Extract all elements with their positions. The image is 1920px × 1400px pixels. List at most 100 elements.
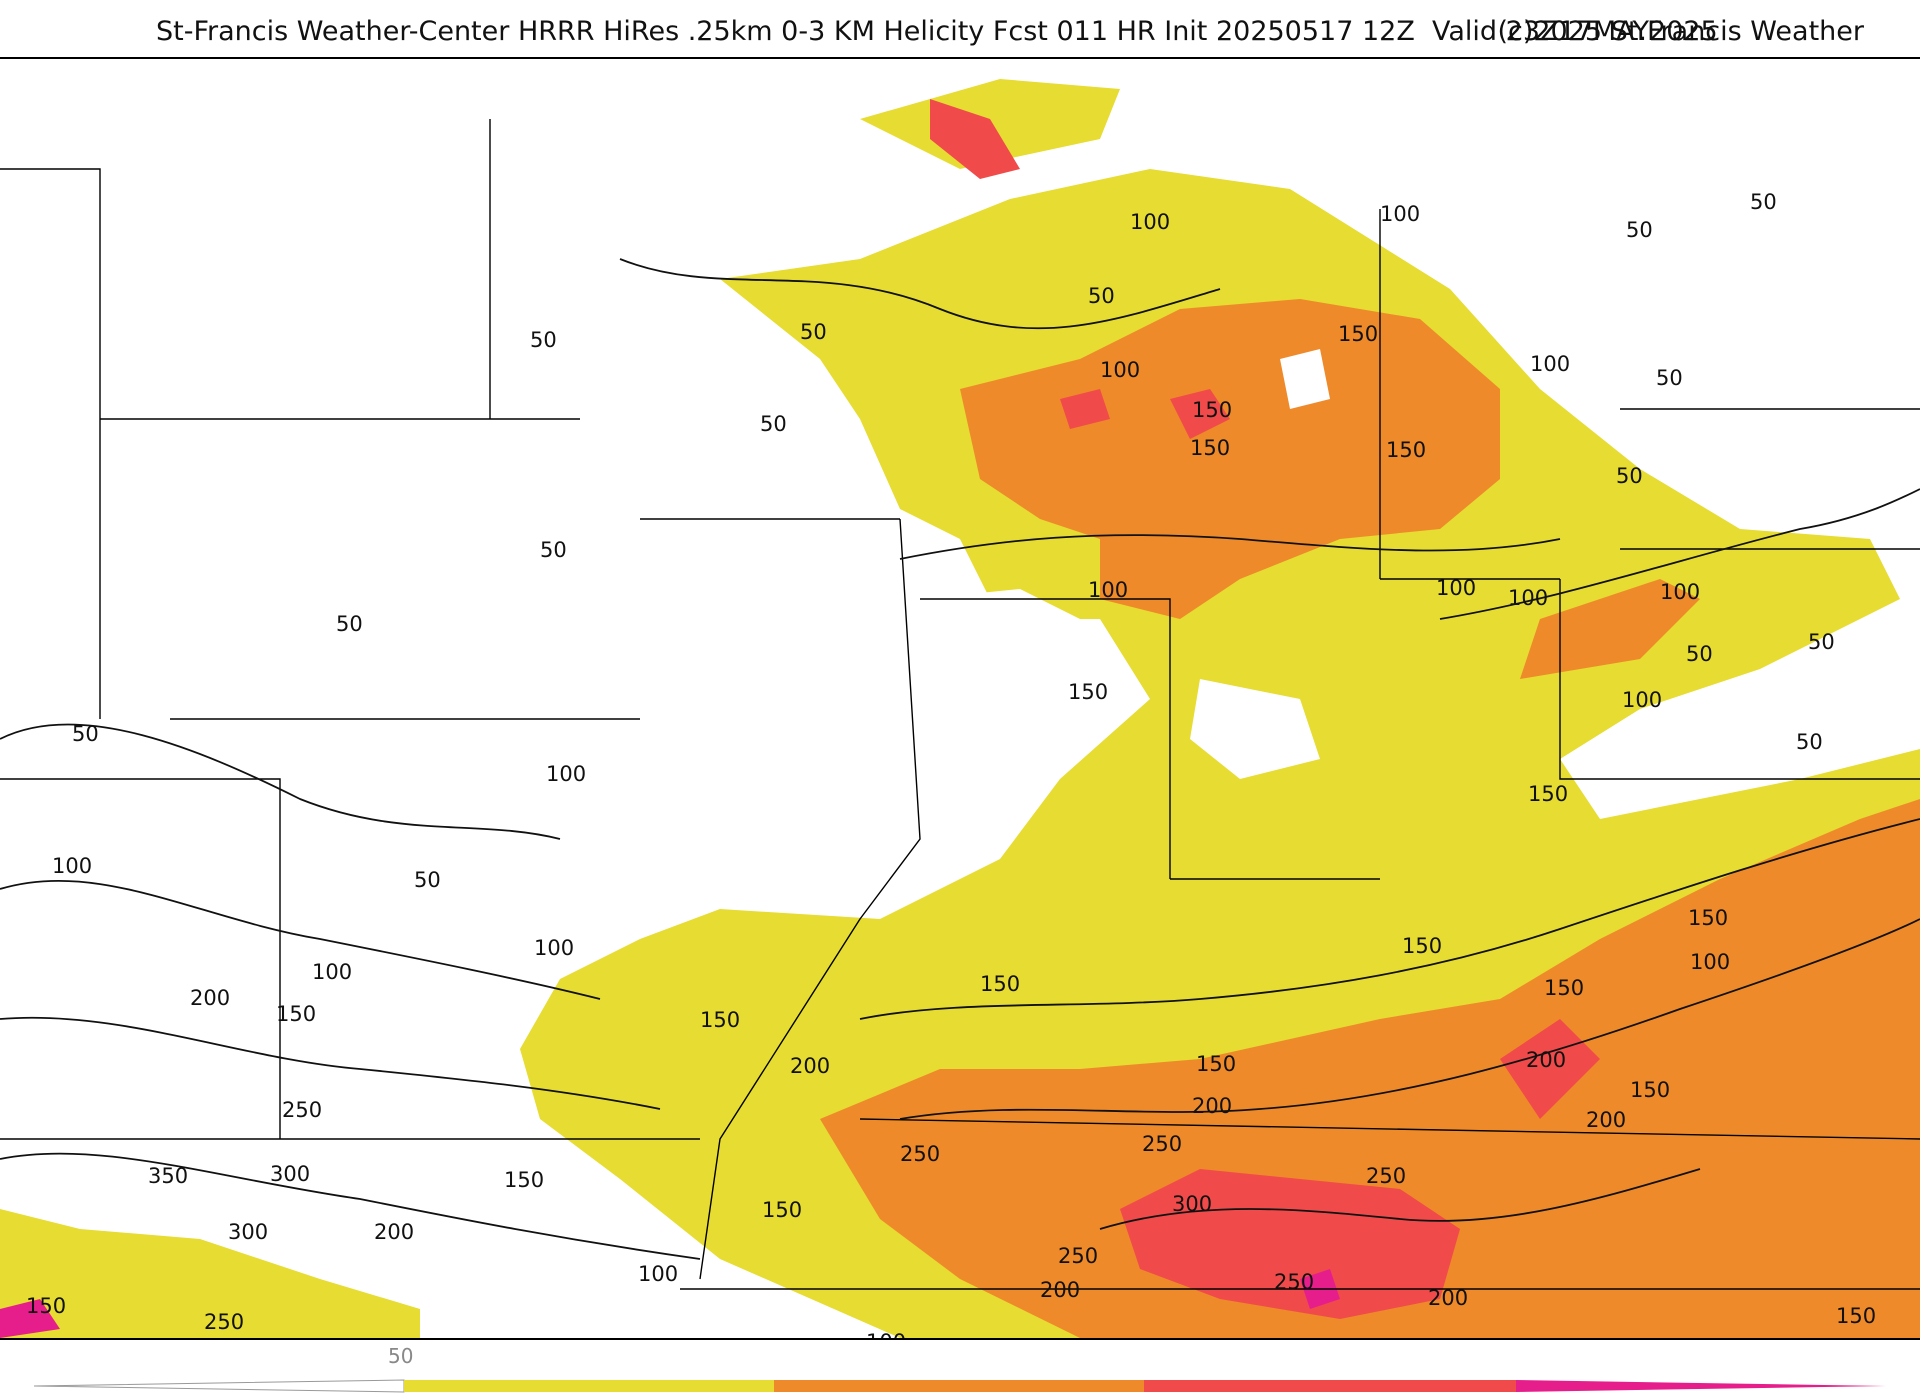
contour-label: 100 <box>1436 576 1476 600</box>
colorbar-over-triangle <box>1516 1380 1886 1392</box>
helicity-fill-100 <box>820 799 1920 1338</box>
contour-label: 150 <box>980 972 1020 996</box>
contour-line <box>1439 488 1920 620</box>
contour-label: 200 <box>190 986 230 1010</box>
helicity-contours <box>0 258 1920 1260</box>
state-border-line <box>920 598 1171 879</box>
contour-label: 50 <box>800 320 827 344</box>
contour-label: 150 <box>276 1002 316 1026</box>
contour-label: 100 <box>1508 586 1548 610</box>
colorbar-bin <box>404 1380 774 1392</box>
contour-label: 250 <box>900 1142 940 1166</box>
contour-label: 100 <box>1088 578 1128 602</box>
contour-label: 50 <box>72 722 99 746</box>
contour-label: 100 <box>1690 950 1730 974</box>
contour-label: 150 <box>504 1168 544 1192</box>
contour-label: 150 <box>1630 1078 1670 1102</box>
contour-line <box>1099 1168 1701 1230</box>
contour-label: 150 <box>1338 322 1378 346</box>
helicity-fill-50 <box>0 1209 420 1338</box>
contour-label: 100 <box>638 1262 678 1286</box>
contour-label: 150 <box>1192 398 1232 422</box>
contour-label: 50 <box>1626 218 1653 242</box>
state-border-line <box>699 518 921 1280</box>
contour-label: 150 <box>1402 934 1442 958</box>
colorbar-graphic <box>33 1379 1886 1393</box>
contour-label: 150 <box>762 1198 802 1222</box>
state-boundaries <box>0 119 1920 1290</box>
contour-label: 300 <box>270 1162 310 1186</box>
contour-label: 150 <box>1836 1304 1876 1328</box>
contour-label: 50 <box>540 538 567 562</box>
contour-label: 50 <box>1750 190 1777 214</box>
contour-label: 150 <box>26 1294 66 1318</box>
contour-line <box>899 534 1561 560</box>
contour-label: 100 <box>312 960 352 984</box>
map-title: St-Francis Weather-Center HRRR HiRes .25… <box>156 16 1718 47</box>
contour-label: 200 <box>790 1054 830 1078</box>
contour-label: 50 <box>530 328 557 352</box>
contour-label: 300 <box>1172 1192 1212 1216</box>
helicity-fill-150 <box>1170 389 1230 439</box>
contour-label: 300 <box>228 1220 268 1244</box>
contour-line <box>0 1016 661 1110</box>
helicity-fill-100 <box>1520 579 1700 679</box>
contour-label: 150 <box>1544 976 1584 1000</box>
helicity-fill-150 <box>930 99 1020 179</box>
contour-label: 100 <box>534 936 574 960</box>
contour-label: 150 <box>1190 436 1230 460</box>
map-panel: 50 50 50 50 50 50 50 50 50 50 50 50 50 5… <box>0 57 1920 1340</box>
title-bar: St-Francis Weather-Center HRRR HiRes .25… <box>0 0 1920 56</box>
contour-label: 350 <box>148 1164 188 1188</box>
contour-label: 150 <box>1386 438 1426 462</box>
contour-label: 250 <box>282 1098 322 1122</box>
contour-label: 250 <box>1366 1164 1406 1188</box>
contour-label: 100 <box>1130 210 1170 234</box>
helicity-fill-100 <box>960 299 1500 619</box>
state-border-line <box>0 778 281 1139</box>
contour-line <box>0 1152 701 1260</box>
state-border-line <box>1559 579 1920 780</box>
unshaded-gaps <box>920 349 1330 779</box>
contour-label: 200 <box>1040 1278 1080 1302</box>
contour-line <box>859 818 1920 1020</box>
contour-line <box>0 879 601 1000</box>
contour-label: 250 <box>204 1310 244 1334</box>
contour-label: 50 <box>336 612 363 636</box>
contour-label: 150 <box>1068 680 1108 704</box>
state-border-line <box>0 168 101 419</box>
contour-label: 200 <box>1192 1094 1232 1118</box>
colorbar-under-triangle <box>33 1379 405 1393</box>
contour-label: 100 <box>1380 202 1420 226</box>
contour-label: 100 <box>546 762 586 786</box>
contour-label: 50 <box>1088 284 1115 308</box>
contour-line <box>899 918 1920 1120</box>
contour-label: 200 <box>374 1220 414 1244</box>
contour-label: 100 <box>1660 580 1700 604</box>
contour-label: 50 <box>414 868 441 892</box>
colorbar-bin <box>774 1380 1144 1392</box>
contour-label: 250 <box>1058 1244 1098 1268</box>
contour-label: 50 <box>1808 630 1835 654</box>
helicity-fill-150 <box>1060 389 1110 429</box>
contour-label: 50 <box>1796 730 1823 754</box>
contour-line <box>0 723 561 840</box>
contour-label: 200 <box>1586 1108 1626 1132</box>
contour-label: 100 <box>52 854 92 878</box>
contour-label: 200 <box>1428 1286 1468 1310</box>
contour-label: 50 <box>1686 642 1713 666</box>
contour-label: 50 <box>1616 464 1643 488</box>
contour-line <box>619 258 1221 330</box>
copyright-notice: (c)2025 St.Francis Weather <box>1497 16 1864 47</box>
contour-label-layer: 50 50 50 50 50 50 50 50 50 50 50 50 50 5… <box>26 190 1876 1338</box>
contour-label: 150 <box>1196 1052 1236 1076</box>
contour-label: 150 <box>700 1008 740 1032</box>
contour-label: 50 <box>1656 366 1683 390</box>
contour-label: 150 <box>1688 906 1728 930</box>
colorbar-bin <box>1144 1380 1516 1392</box>
contour-label: 200 <box>1526 1048 1566 1072</box>
contour-label: 100 <box>1100 358 1140 382</box>
contour-label: 100 <box>866 1330 906 1338</box>
contour-label: 250 <box>1274 1270 1314 1294</box>
contour-label: 250 <box>1142 1132 1182 1156</box>
